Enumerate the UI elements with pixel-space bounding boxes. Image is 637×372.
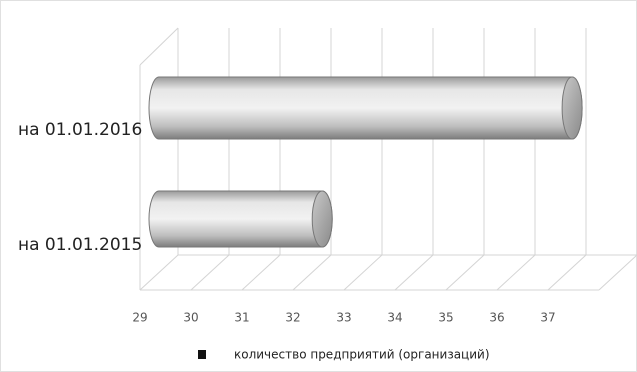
y-tick-label: на 01.01.2016	[18, 120, 142, 140]
grid-line	[139, 254, 179, 291]
grid-line	[190, 254, 230, 291]
grid-line	[241, 254, 281, 291]
grid-line	[496, 254, 536, 291]
legend-marker	[198, 350, 206, 359]
wall-edge	[139, 27, 179, 66]
bar-body	[148, 76, 583, 140]
bar	[148, 190, 333, 248]
x-tick-label: 30	[183, 311, 198, 325]
bar-body	[148, 190, 333, 248]
x-tick-label: 29	[132, 311, 147, 325]
grid-line	[292, 254, 332, 291]
bar-cap	[561, 76, 583, 140]
x-tick-label: 37	[540, 311, 555, 325]
x-tick-label: 33	[336, 311, 351, 325]
grid-line	[343, 254, 383, 291]
grid-line	[547, 254, 587, 291]
bar	[148, 76, 583, 140]
bar-cap	[311, 190, 333, 248]
x-tick-label: 35	[438, 311, 453, 325]
x-tick-label: 32	[285, 311, 300, 325]
floor-edge	[598, 254, 637, 291]
grid-line	[445, 254, 485, 291]
x-tick-label: 34	[387, 311, 402, 325]
legend-label: количество предприятий (организаций)	[234, 348, 490, 362]
x-tick-label: 31	[234, 311, 249, 325]
grid-line	[394, 254, 434, 291]
y-tick-label: на 01.01.2015	[18, 235, 142, 255]
x-tick-label: 36	[489, 311, 504, 325]
